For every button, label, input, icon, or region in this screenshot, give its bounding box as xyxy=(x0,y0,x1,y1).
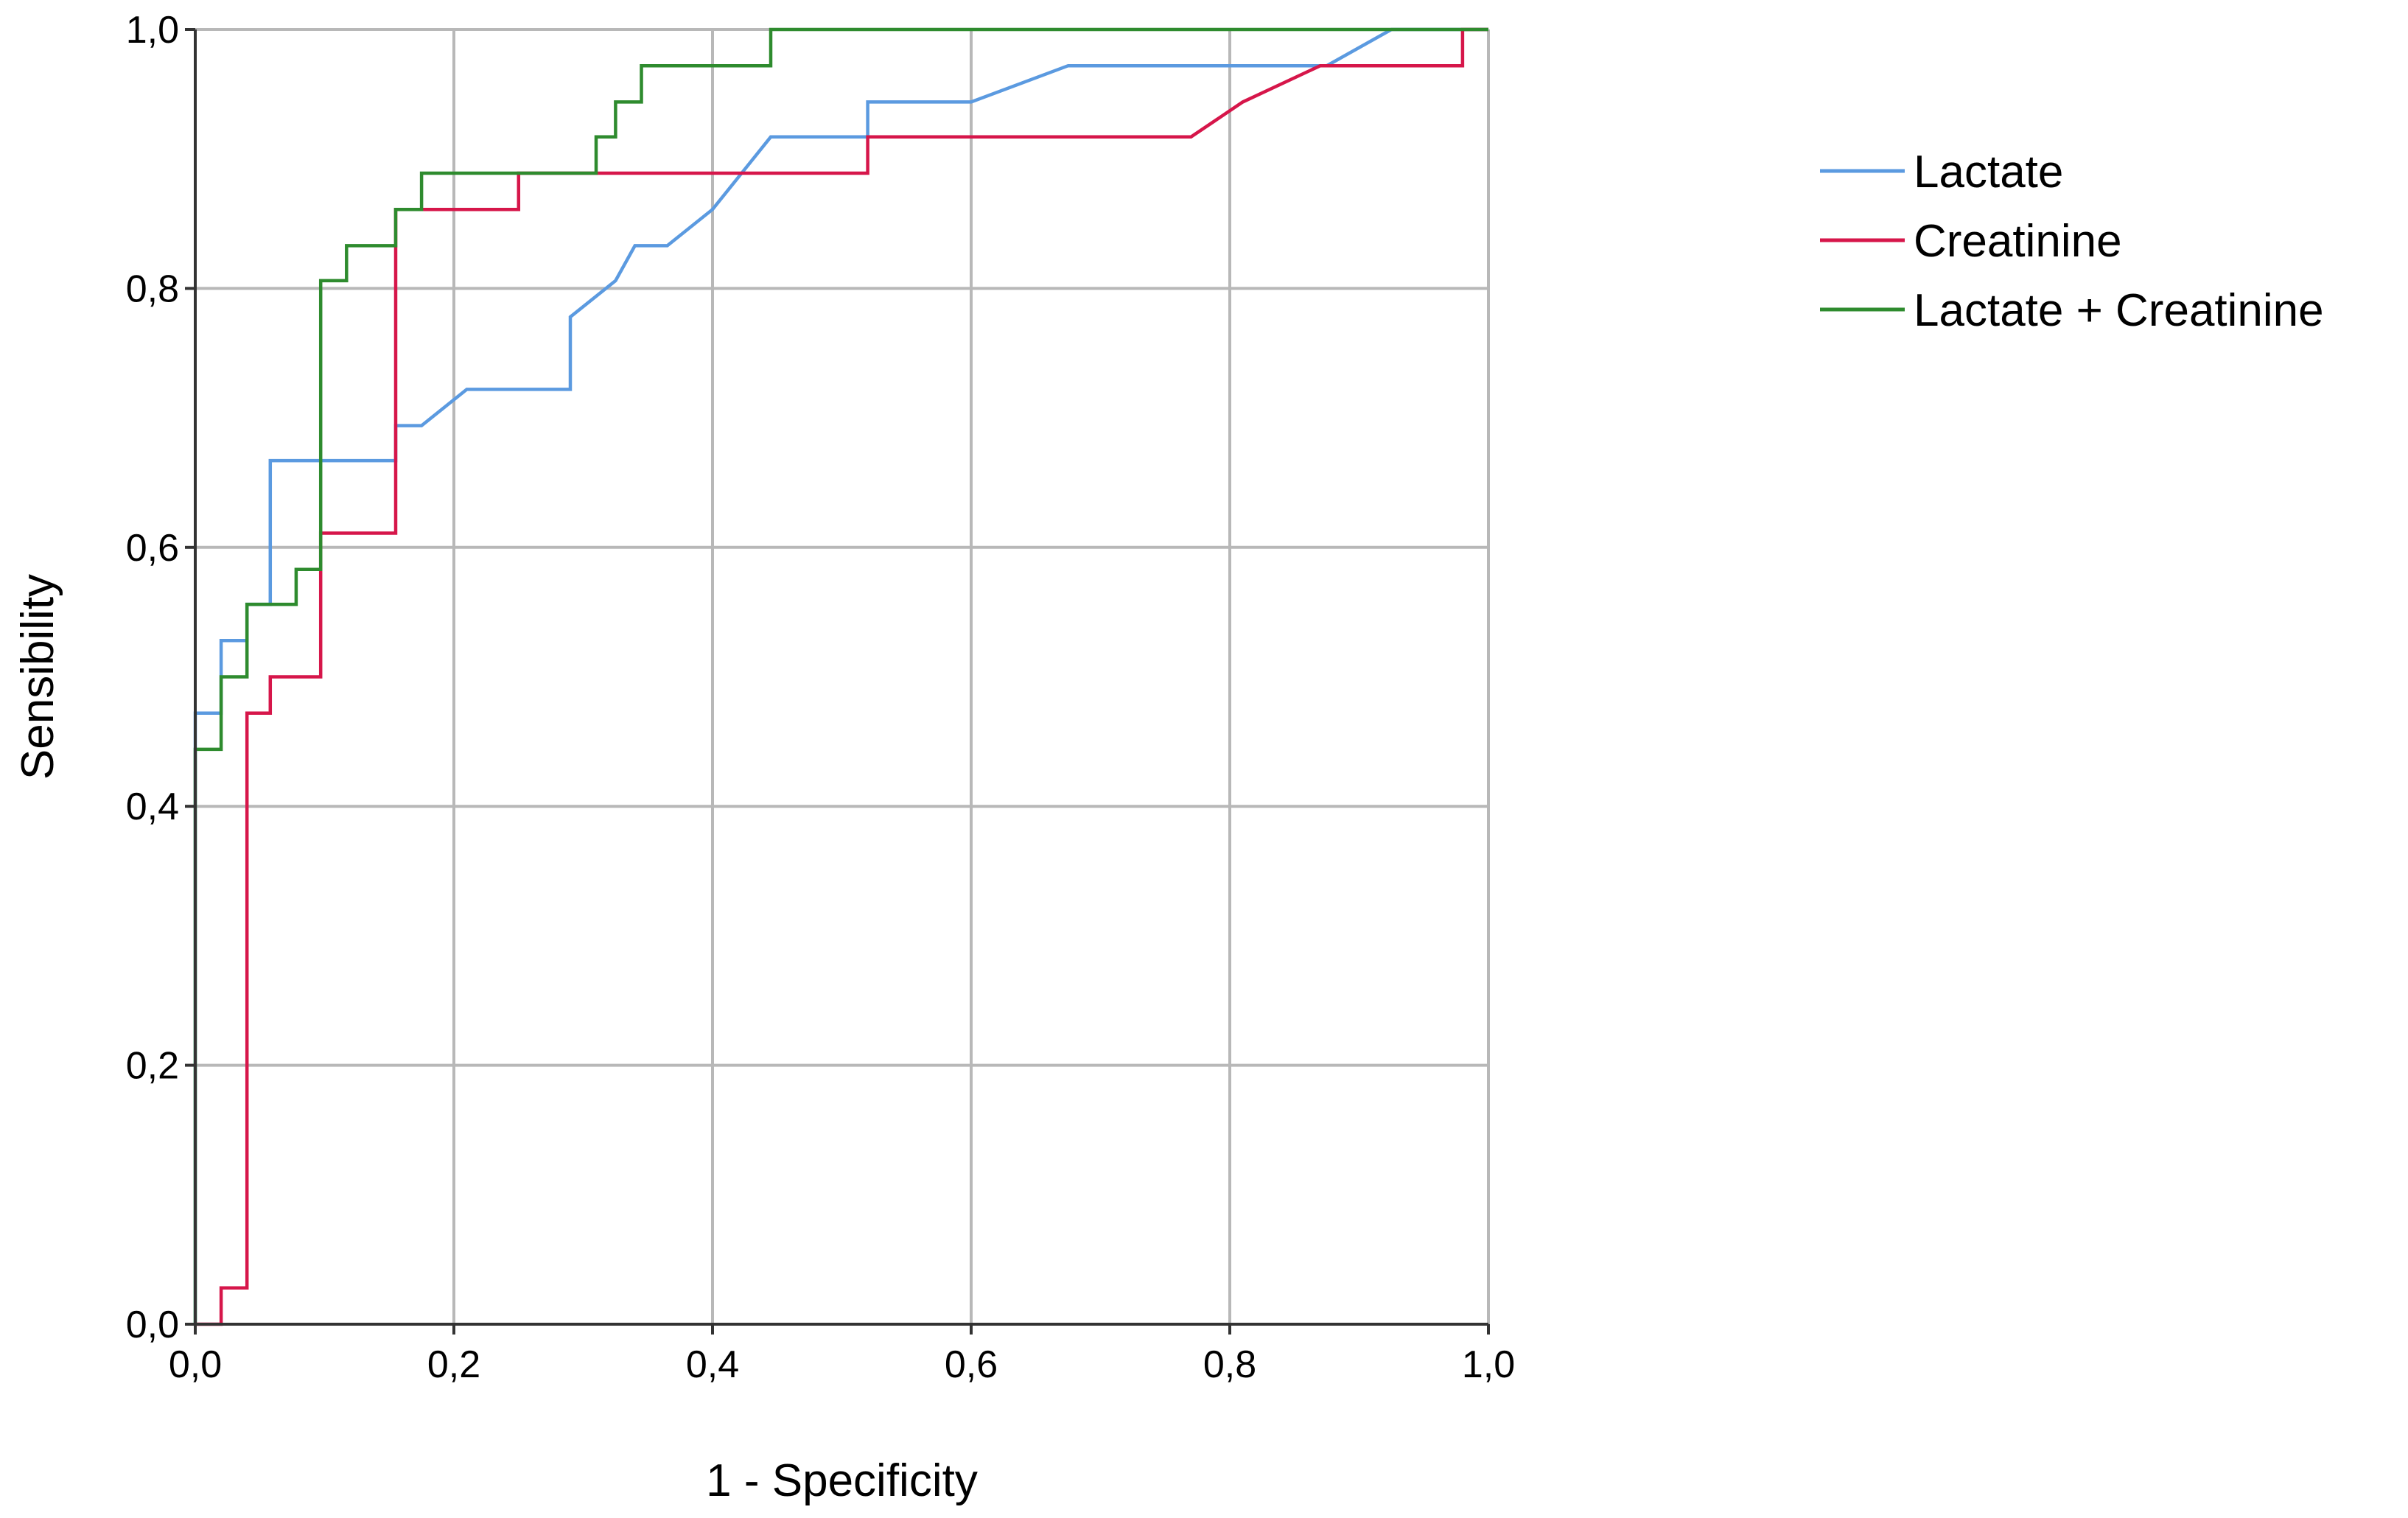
legend-label: Creatinine xyxy=(1914,216,2122,267)
y-tick-label: 0,4 xyxy=(126,786,179,828)
legend-label: Lactate xyxy=(1914,147,2063,197)
x-axis-ticks: 0,0 0,2 0,4 0,6 0,8 1,0 xyxy=(169,1324,1515,1386)
x-axis-label: 1 - Specificity xyxy=(706,1455,978,1506)
series-line-lactate-creatinine xyxy=(193,27,1488,1324)
y-tick-label: 0,8 xyxy=(126,267,179,310)
y-tick-label: 0,2 xyxy=(126,1045,179,1088)
y-tick-label: 0,0 xyxy=(126,1304,179,1346)
x-tick-label: 1,0 xyxy=(1462,1343,1515,1386)
y-tick-label: 0,6 xyxy=(126,527,179,570)
legend: Lactate Creatinine Lactate + Creatinine xyxy=(1820,147,2324,336)
x-tick-label: 0,6 xyxy=(945,1343,998,1386)
series-lines xyxy=(193,27,1488,1326)
x-tick-label: 0,8 xyxy=(1203,1343,1256,1386)
y-tick-label: 1,0 xyxy=(126,9,179,52)
x-tick-label: 0,0 xyxy=(169,1343,222,1386)
legend-label: Lactate + Creatinine xyxy=(1914,285,2324,336)
x-tick-label: 0,2 xyxy=(427,1343,480,1386)
y-axis-ticks: 0,0 0,2 0,4 0,6 0,8 1,0 xyxy=(126,9,195,1346)
plot-frame xyxy=(194,29,1488,1326)
grid-lines xyxy=(194,28,1490,1326)
y-axis-label: Sensibility xyxy=(13,574,63,780)
x-tick-label: 0,4 xyxy=(686,1343,739,1386)
